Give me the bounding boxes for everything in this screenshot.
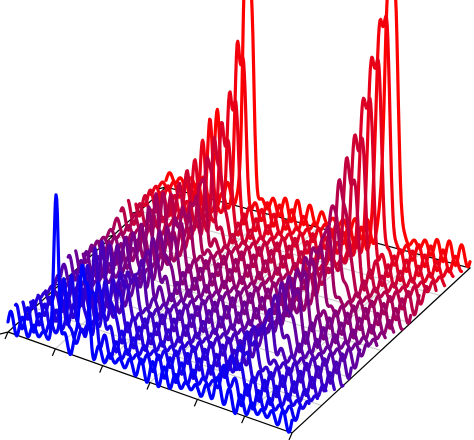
trace-line-5 [36,264,328,398]
x-tick-mark [99,365,104,373]
trace-series-group [6,0,472,434]
trace-line-4 [29,274,319,403]
trace-line-6 [44,246,336,393]
trace-line-1 [6,193,294,434]
x-tick-mark [288,432,293,440]
x-tick-mark [193,399,198,407]
x-tick-mark [51,348,56,357]
x-tick-mark [146,382,151,390]
trace-line-16 [119,177,421,317]
y-tick-mark [0,331,9,335]
x-tick-mark [4,331,9,340]
trace-line-18 [134,133,438,294]
trace-line-8 [59,243,353,381]
x-tick-mark [241,415,246,424]
